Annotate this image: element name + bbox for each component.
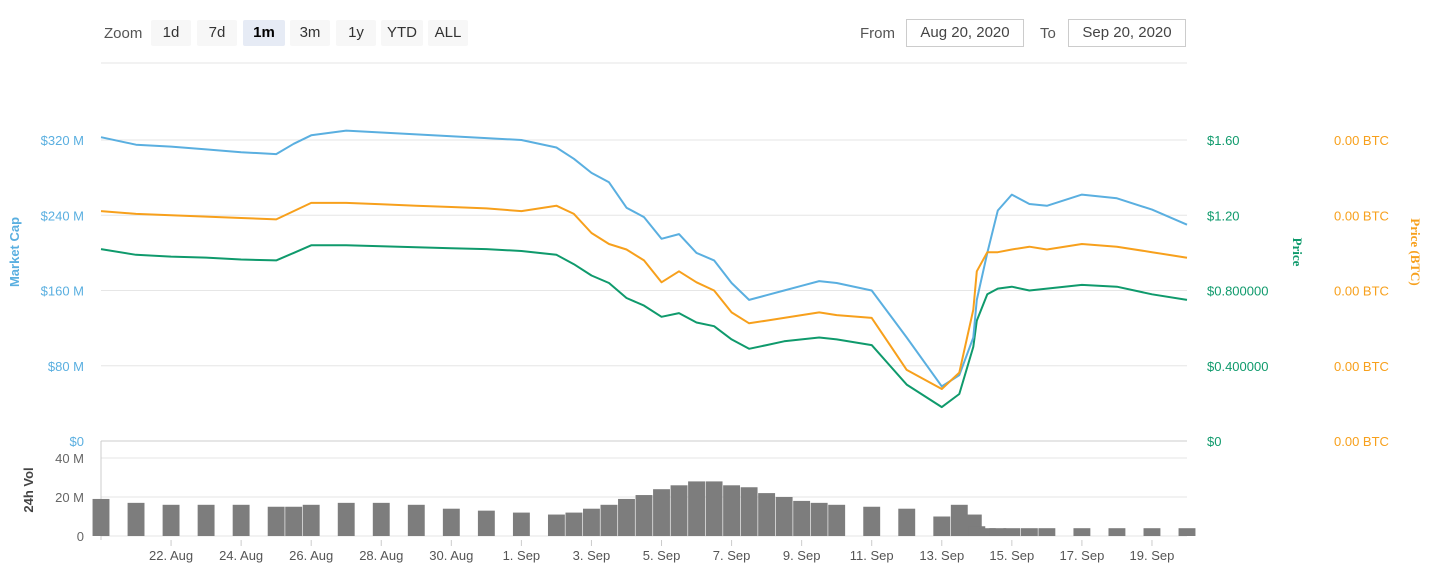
x-tick-label: 15. Sep bbox=[989, 548, 1034, 563]
volume-bar bbox=[978, 528, 996, 536]
volume-bar bbox=[688, 481, 705, 536]
volume-bar bbox=[547, 514, 565, 536]
x-tick-label: 24. Aug bbox=[219, 548, 263, 563]
volume-bar bbox=[1020, 528, 1038, 536]
y-tick-label-price: $0.800000 bbox=[1207, 284, 1268, 299]
volume-bar bbox=[828, 504, 846, 536]
volume-bar bbox=[127, 502, 145, 536]
series-line-market-cap bbox=[100, 129, 1188, 388]
volume-bar bbox=[477, 510, 495, 536]
volume-bar bbox=[1003, 528, 1021, 536]
volume-bar bbox=[810, 502, 828, 536]
volume-bar bbox=[232, 504, 250, 536]
volume-bar bbox=[197, 504, 215, 536]
x-tick-label: 30. Aug bbox=[429, 548, 473, 563]
volume-bar bbox=[793, 500, 811, 536]
y-tick-label-price-btc: 0.00 BTC bbox=[1334, 284, 1389, 299]
volume-bar bbox=[670, 485, 688, 536]
y-tick-label-price-btc: 0.00 BTC bbox=[1334, 359, 1389, 374]
y-tick-label-price: $1.60 bbox=[1207, 133, 1240, 148]
x-tick-label: 22. Aug bbox=[149, 548, 193, 563]
y-tick-label-price-btc: 0.00 BTC bbox=[1334, 434, 1389, 449]
to-label: To bbox=[1040, 25, 1056, 42]
y-tick-label-market-cap: $240 M bbox=[41, 208, 84, 223]
zoom-button-3m[interactable]: 3m bbox=[290, 20, 330, 46]
volume-bar bbox=[162, 504, 180, 536]
volume-bar bbox=[758, 493, 776, 536]
y-tick-label-market-cap: $80 M bbox=[48, 359, 84, 374]
x-tick-label: 11. Sep bbox=[850, 548, 894, 563]
volume-bar bbox=[1108, 528, 1126, 536]
zoom-button-all[interactable]: ALL bbox=[428, 20, 468, 46]
volume-bar bbox=[653, 489, 670, 536]
volume-bar bbox=[1073, 528, 1091, 536]
volume-bar bbox=[372, 502, 390, 536]
zoom-button-ytd[interactable]: YTD bbox=[381, 20, 423, 46]
volume-bar bbox=[723, 485, 741, 536]
y-tick-label-price-btc: 0.00 BTC bbox=[1334, 208, 1389, 223]
volume-bar bbox=[968, 526, 986, 536]
volume-bar bbox=[1143, 528, 1161, 536]
y-axis-title-market-cap: Market Cap bbox=[7, 217, 22, 287]
from-date-input[interactable]: Aug 20, 2020 bbox=[906, 19, 1024, 47]
volume-bar bbox=[285, 506, 303, 536]
series-line-price bbox=[100, 244, 1188, 409]
volume-bar bbox=[565, 512, 583, 536]
volume-bar bbox=[600, 504, 618, 536]
y-tick-label-price: $0 bbox=[1207, 434, 1221, 449]
volume-bar bbox=[740, 487, 758, 536]
y-tick-label-price: $1.20 bbox=[1207, 208, 1240, 223]
x-tick-label: 26. Aug bbox=[289, 548, 333, 563]
volume-bar bbox=[337, 502, 355, 536]
y-axis-title-volume: 24h Vol bbox=[21, 467, 36, 512]
x-tick-label: 17. Sep bbox=[1059, 548, 1104, 563]
y-tick-label-price-btc: 0.00 BTC bbox=[1334, 133, 1389, 148]
volume-bar bbox=[1038, 528, 1056, 536]
y-tick-label-volume: 20 M bbox=[55, 490, 84, 505]
y-tick-label-volume: 40 M bbox=[55, 451, 84, 466]
volume-bar bbox=[618, 498, 635, 536]
volume-bar bbox=[1178, 528, 1196, 536]
x-tick-label: 5. Sep bbox=[643, 548, 681, 563]
volume-bar bbox=[775, 497, 793, 536]
zoom-button-1m[interactable]: 1m bbox=[243, 20, 285, 46]
volume-bar bbox=[950, 504, 968, 536]
y-tick-label-market-cap: $160 M bbox=[41, 284, 84, 299]
zoom-button-7d[interactable]: 7d bbox=[197, 20, 237, 46]
volume-bar bbox=[442, 508, 460, 536]
to-date-input[interactable]: Sep 20, 2020 bbox=[1068, 19, 1186, 47]
volume-bar bbox=[705, 481, 723, 536]
volume-bar bbox=[898, 508, 916, 536]
zoom-button-1d[interactable]: 1d bbox=[151, 20, 191, 46]
x-tick-label: 7. Sep bbox=[713, 548, 751, 563]
volume-bar bbox=[863, 506, 881, 536]
volume-bar bbox=[583, 508, 600, 536]
x-tick-label: 9. Sep bbox=[783, 548, 821, 563]
volume-bar bbox=[92, 498, 110, 536]
x-tick-label: 1. Sep bbox=[503, 548, 541, 563]
volume-bar bbox=[407, 504, 425, 536]
y-tick-label-market-cap: $0 bbox=[70, 434, 84, 449]
x-tick-label: 13. Sep bbox=[919, 548, 964, 563]
volume-bar bbox=[933, 516, 951, 536]
y-axis-title-price: Price bbox=[1290, 238, 1305, 267]
volume-bar bbox=[635, 495, 653, 536]
y-axis-title-price-btc: Price (BTC) bbox=[1408, 218, 1423, 286]
volume-bar bbox=[267, 506, 285, 536]
x-tick-label: 28. Aug bbox=[359, 548, 403, 563]
chart-toolbar: Zoom 1d 7d 1m 3m 1y YTD ALL From Aug 20,… bbox=[0, 0, 1429, 60]
y-tick-label-price: $0.400000 bbox=[1207, 359, 1268, 374]
series-line-price-btc bbox=[100, 201, 1188, 390]
y-tick-label-market-cap: $320 M bbox=[41, 133, 84, 148]
volume-bar bbox=[989, 528, 1007, 536]
y-tick-label-volume: 0 bbox=[77, 529, 84, 544]
x-tick-label: 19. Sep bbox=[1130, 548, 1175, 563]
zoom-button-1y[interactable]: 1y bbox=[336, 20, 376, 46]
x-tick-label: 3. Sep bbox=[573, 548, 611, 563]
from-label: From bbox=[860, 25, 895, 42]
volume-bar bbox=[302, 504, 320, 536]
volume-bar bbox=[512, 512, 530, 536]
zoom-label: Zoom bbox=[104, 25, 143, 42]
